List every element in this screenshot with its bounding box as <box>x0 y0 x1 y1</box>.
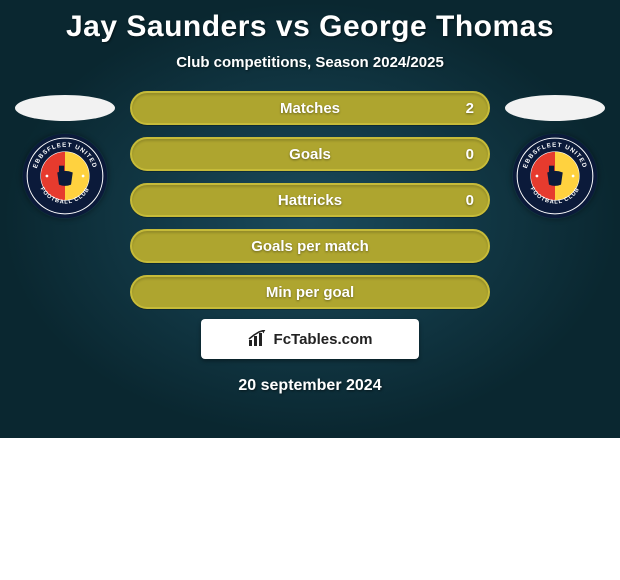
stat-bar: Matches 2 <box>130 91 490 125</box>
stat-bar-value: 0 <box>466 192 474 209</box>
right-club-crest-icon: EBBSFLEET UNITED FOOTBALL CLUB <box>512 133 598 219</box>
attribution-text: FcTables.com <box>274 331 373 348</box>
left-club-crest-icon: EBBSFLEET UNITED FOOTBALL CLUB <box>22 133 108 219</box>
stat-bar: Hattricks 0 <box>130 183 490 217</box>
subtitle: Club competitions, Season 2024/2025 <box>0 54 620 71</box>
stat-bars: Matches 2 Goals 0 Hattricks 0 Goals per match M… <box>120 91 500 309</box>
right-player-photo-placeholder <box>505 95 605 121</box>
stat-bar-value: 0 <box>466 146 474 163</box>
right-side: EBBSFLEET UNITED FOOTBALL CLUB <box>500 95 610 219</box>
stat-bar-label: Min per goal <box>266 284 354 301</box>
stat-bar-label: Matches <box>280 100 340 117</box>
comparison-card: Jay Saunders vs George Thomas Club compe… <box>0 0 620 438</box>
columns: EBBSFLEET UNITED FOOTBALL CLUB Matches 2 G… <box>0 95 620 309</box>
stat-bar-label: Goals <box>289 146 331 163</box>
stat-bar-label: Goals per match <box>251 238 369 255</box>
stat-bar: Min per goal <box>130 275 490 309</box>
stat-bar: Goals per match <box>130 229 490 263</box>
chart-icon <box>248 330 270 348</box>
attribution-badge: FcTables.com <box>201 319 419 359</box>
left-player-photo-placeholder <box>15 95 115 121</box>
stat-bar-value: 2 <box>466 100 474 117</box>
page-title: Jay Saunders vs George Thomas <box>0 0 620 44</box>
left-side: EBBSFLEET UNITED FOOTBALL CLUB <box>10 95 120 219</box>
stat-bar-label: Hattricks <box>278 192 342 209</box>
date-text: 20 september 2024 <box>0 377 620 395</box>
stat-bar: Goals 0 <box>130 137 490 171</box>
